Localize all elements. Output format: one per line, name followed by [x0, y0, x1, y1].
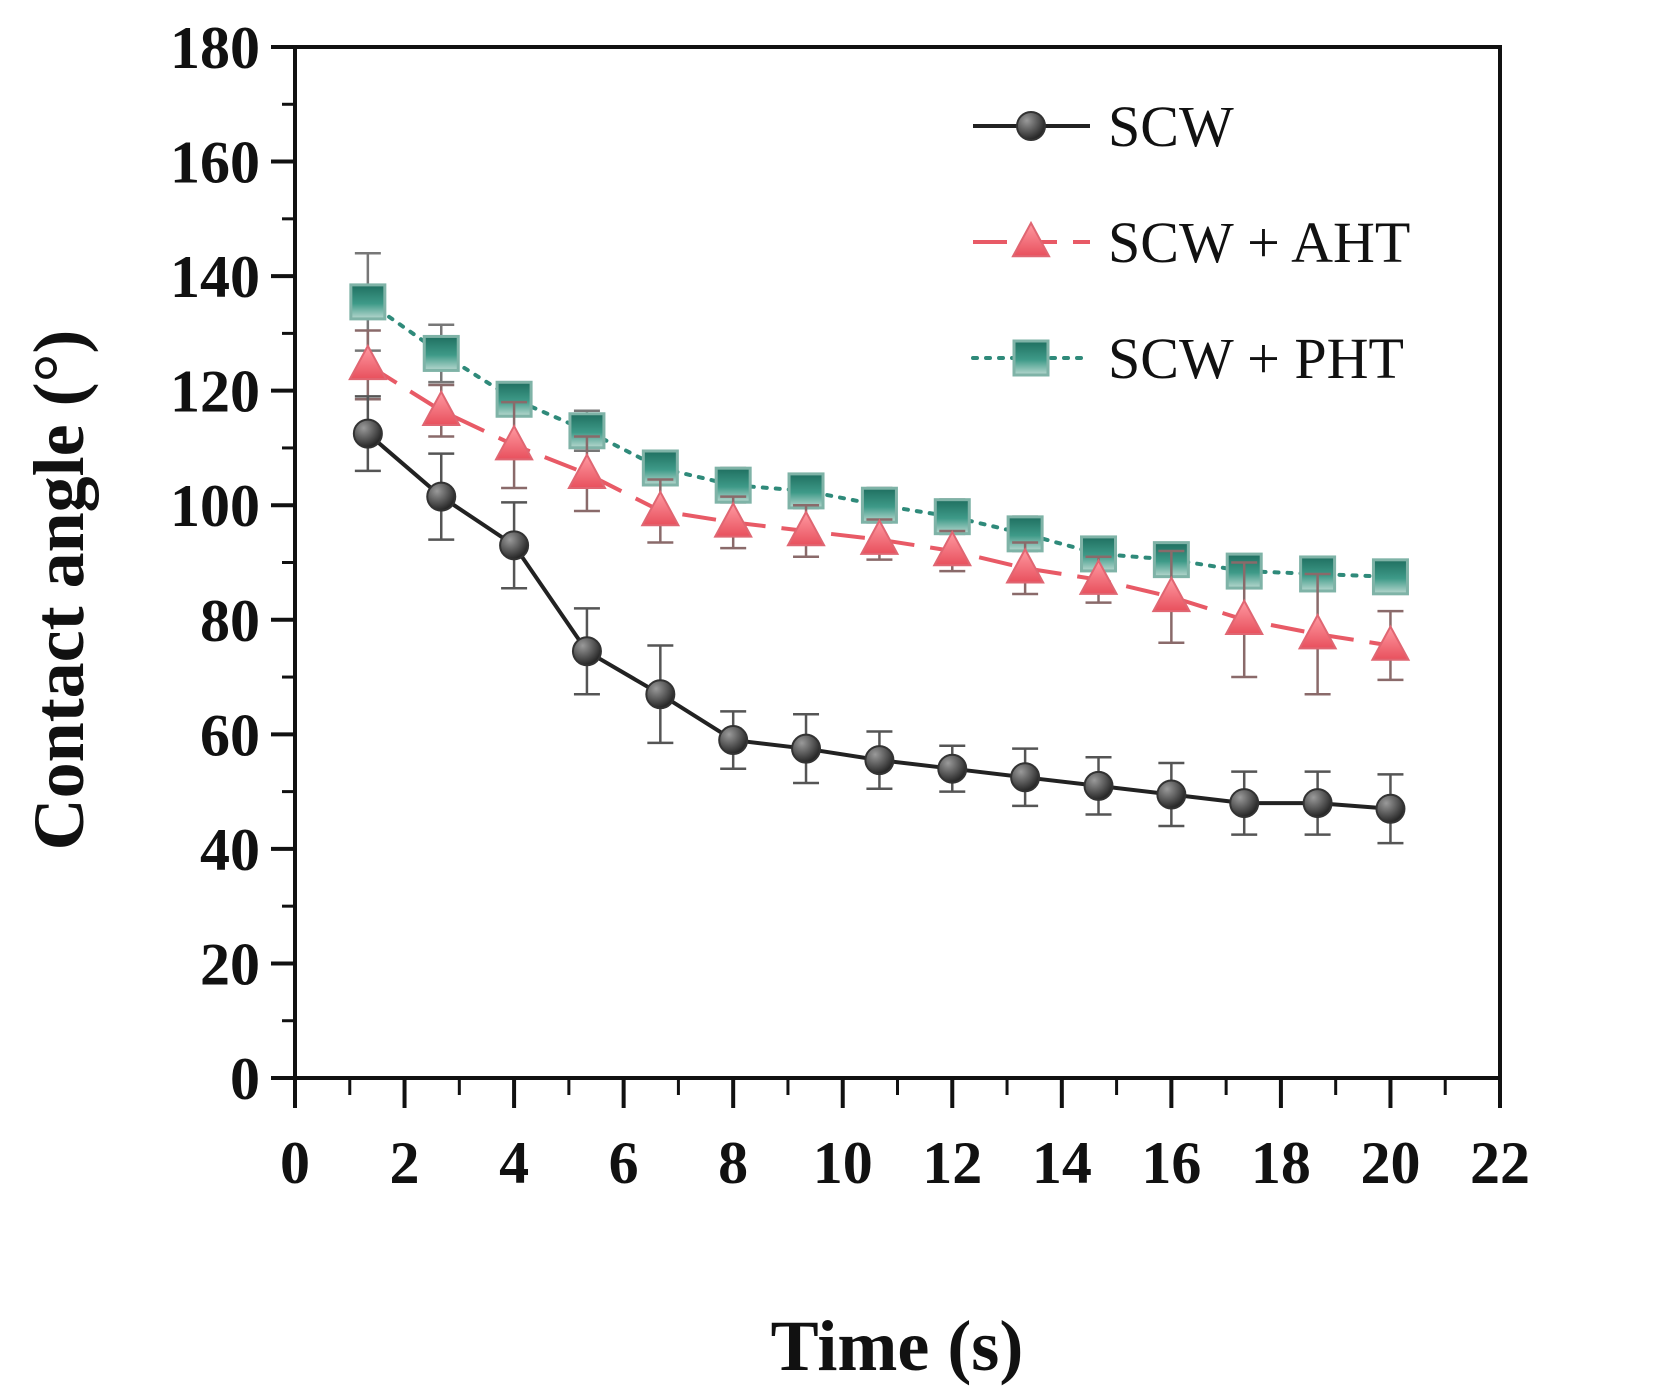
y-tick-label: 20: [200, 931, 260, 997]
data-point: [859, 518, 900, 555]
data-point: [348, 343, 388, 381]
data-point: [864, 745, 895, 776]
data-point: [1156, 779, 1187, 810]
y-tick-label: 140: [170, 244, 260, 310]
data-point: [1224, 598, 1264, 636]
legend: SCW SCW + AHT SCW + PHT: [971, 94, 1410, 391]
data-point: [933, 498, 971, 536]
legend-label: SCW + PHT: [1108, 326, 1404, 391]
data-point: [1078, 558, 1119, 595]
y-tick-label: 80: [200, 588, 260, 654]
data-point: [718, 725, 749, 756]
data-point: [426, 481, 457, 512]
y-tick-label: 160: [170, 130, 260, 196]
y-tick-label: 120: [170, 359, 260, 425]
x-tick-label: 8: [718, 1130, 748, 1196]
data-point: [1010, 762, 1041, 793]
plot-area: [348, 251, 1411, 845]
y-tick-label: 60: [200, 702, 260, 768]
series-triangle: [348, 329, 1411, 696]
x-tick-label: 2: [390, 1130, 420, 1196]
y-tick-label: 180: [170, 15, 260, 81]
data-point: [352, 418, 383, 449]
x-tick-label: 20: [1360, 1130, 1420, 1196]
data-point: [860, 486, 898, 524]
x-tick-label: 6: [609, 1130, 639, 1196]
x-tick-label: 14: [1032, 1130, 1092, 1196]
data-point: [1083, 770, 1114, 801]
data-point: [571, 636, 602, 667]
x-tick-label: 4: [499, 1130, 529, 1196]
y-axis-title: Contact angle (°): [19, 330, 99, 851]
data-point: [640, 489, 681, 527]
data-point: [645, 679, 676, 710]
data-point: [1151, 575, 1192, 613]
data-point: [1005, 547, 1045, 584]
data-point: [786, 509, 826, 547]
data-point: [349, 283, 387, 321]
data-point: [1370, 624, 1411, 661]
x-tick-label: 16: [1141, 1130, 1201, 1196]
data-point: [421, 389, 461, 426]
data-point: [1375, 793, 1406, 824]
x-tick-label: 0: [280, 1130, 310, 1196]
data-point: [791, 733, 822, 764]
y-tick-label: 0: [230, 1046, 260, 1112]
data-point: [937, 753, 968, 784]
series-circle: [352, 395, 1406, 845]
data-point: [787, 472, 825, 510]
data-point: [422, 334, 460, 372]
data-point: [1297, 613, 1338, 650]
x-tick-label: 18: [1251, 1130, 1311, 1196]
data-point: [932, 529, 973, 567]
data-point: [713, 501, 753, 538]
data-point: [494, 423, 534, 461]
y-tick-label: 40: [200, 817, 260, 883]
data-point: [1302, 788, 1333, 819]
axes: 0 20 40 60 80 100 120 140 160 180 0 2 4 6 8 10 12 14 16 18 2…: [170, 15, 1530, 1196]
y-tick-label: 100: [170, 473, 260, 539]
x-tick-label: 22: [1470, 1130, 1530, 1196]
x-tick-label: 10: [813, 1130, 873, 1196]
legend-label: SCW + AHT: [1108, 210, 1410, 275]
data-point: [1371, 558, 1409, 596]
legend-marker: [1016, 111, 1046, 141]
data-point: [567, 452, 607, 489]
data-point: [1229, 788, 1260, 819]
legend-label: SCW: [1108, 94, 1234, 159]
legend-marker: [1012, 339, 1050, 377]
x-tick-label: 12: [922, 1130, 982, 1196]
data-point: [499, 530, 530, 561]
legend-marker: [1011, 220, 1051, 258]
x-axis-title: Time (s): [771, 1306, 1024, 1386]
